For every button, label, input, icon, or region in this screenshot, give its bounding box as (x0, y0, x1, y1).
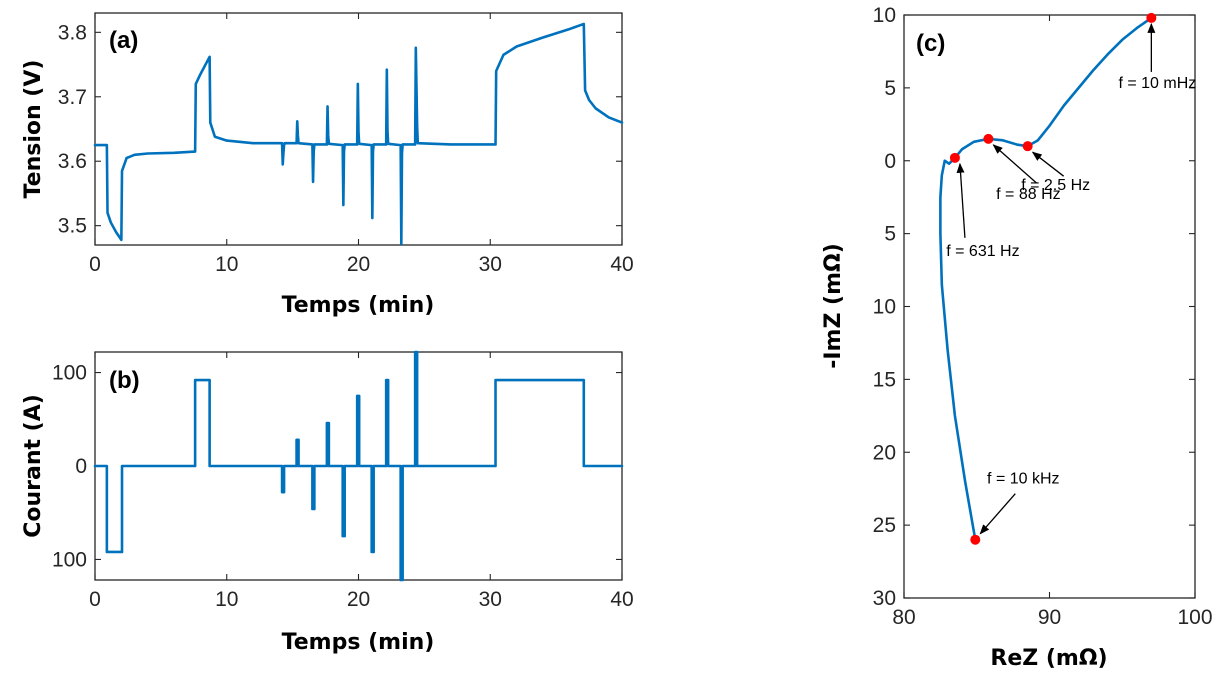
y-tick-label: 0 (75, 455, 87, 478)
x-tick-label: 90 (1038, 606, 1061, 629)
y-tick-label: 3.7 (58, 86, 87, 109)
panel-a-ylabel: Tension (V) (21, 60, 46, 199)
panel-b-yticks: 100 0 100 (52, 362, 622, 571)
x-tick-label: 10 (215, 253, 238, 276)
y-tick-label: 10 (873, 4, 896, 27)
y-tick-label: 5 (884, 223, 896, 246)
frequency-marker (983, 133, 994, 144)
y-tick-label: 3.8 (58, 21, 87, 44)
x-tick-label: 30 (479, 253, 502, 276)
y-tick-label: 10 (873, 296, 896, 319)
panel-a-label: (a) (109, 27, 138, 54)
panel-b-xticks: 0 10 20 30 40 (89, 352, 634, 611)
panel-c-markers (949, 12, 1157, 545)
y-tick-label: 30 (873, 587, 896, 610)
panel-a-voltage-line (93, 22, 624, 246)
panel-c: 80 90 100 10 5 0 5 10 15 20 25 30 f = 10 kHz f = 63… (821, 4, 1213, 671)
panel-a: 0 10 20 30 40 3.5 3.6 3.7 3.8 (a) Temps (min) T… (21, 12, 634, 318)
frequency-marker (949, 152, 960, 163)
x-tick-label: 0 (89, 253, 101, 276)
x-tick-label: 10 (215, 588, 238, 611)
y-tick-label: 0 (884, 150, 896, 173)
x-tick-label: 20 (347, 253, 370, 276)
annotation-label: f = 88 Hz (996, 186, 1060, 203)
annotation-arrow (992, 144, 1037, 184)
x-tick-label: 0 (89, 588, 101, 611)
y-tick-label: 100 (52, 362, 87, 385)
y-tick-label: 3.5 (58, 215, 87, 238)
x-tick-label: 100 (1177, 606, 1212, 629)
y-tick-label: 20 (873, 441, 896, 464)
y-tick-label: 3.6 (58, 150, 87, 173)
annotation-arrow (956, 162, 966, 238)
y-tick-label: 25 (873, 514, 896, 537)
frequency-marker (1146, 12, 1157, 23)
panel-c-annotations: f = 10 kHz f = 631 Hz f = 88 Hzf = 2.5 Hz f… (946, 22, 1196, 535)
panel-c-xlabel: ReZ (mΩ) (990, 646, 1107, 671)
annotation-arrow (979, 493, 1016, 535)
annotation-label: f = 2.5 Hz (1021, 177, 1090, 194)
x-tick-label: 30 (479, 588, 502, 611)
panel-c-plot-box (903, 14, 1196, 599)
x-tick-label: 80 (892, 606, 915, 629)
frequency-marker (1022, 141, 1033, 152)
frequency-marker (970, 534, 981, 545)
panel-c-ylabel: -ImZ (mΩ) (821, 243, 846, 369)
panel-c-label: (c) (916, 30, 945, 57)
x-tick-label: 40 (610, 588, 633, 611)
panel-a-xlabel: Temps (min) (282, 293, 435, 318)
panel-c-xticks: 80 90 100 (892, 15, 1213, 629)
y-tick-label: 15 (873, 368, 896, 391)
panel-c-yticks: 10 5 0 5 10 15 20 25 30 (873, 4, 1195, 610)
panel-a-yticks: 3.5 3.6 3.7 3.8 (58, 21, 622, 238)
annotation-label: f = 631 Hz (946, 243, 1019, 260)
annotation-label: f = 10 kHz (987, 471, 1059, 488)
panel-c-nyquist-line (939, 16, 1153, 541)
panel-b-label: (b) (109, 367, 140, 394)
x-tick-label: 20 (347, 588, 370, 611)
annotation-label: f = 10 mHz (1118, 75, 1196, 92)
panel-b-xlabel: Temps (min) (282, 630, 435, 655)
panel-b-current-line (93, 350, 624, 582)
panel-a-xticks: 0 10 20 30 40 (89, 13, 634, 276)
panel-b-ylabel: Courant (A) (21, 394, 46, 538)
x-tick-label: 40 (610, 253, 633, 276)
y-tick-label: 5 (884, 77, 896, 100)
annotation-arrow (1031, 151, 1065, 177)
y-tick-label: 100 (52, 548, 87, 571)
